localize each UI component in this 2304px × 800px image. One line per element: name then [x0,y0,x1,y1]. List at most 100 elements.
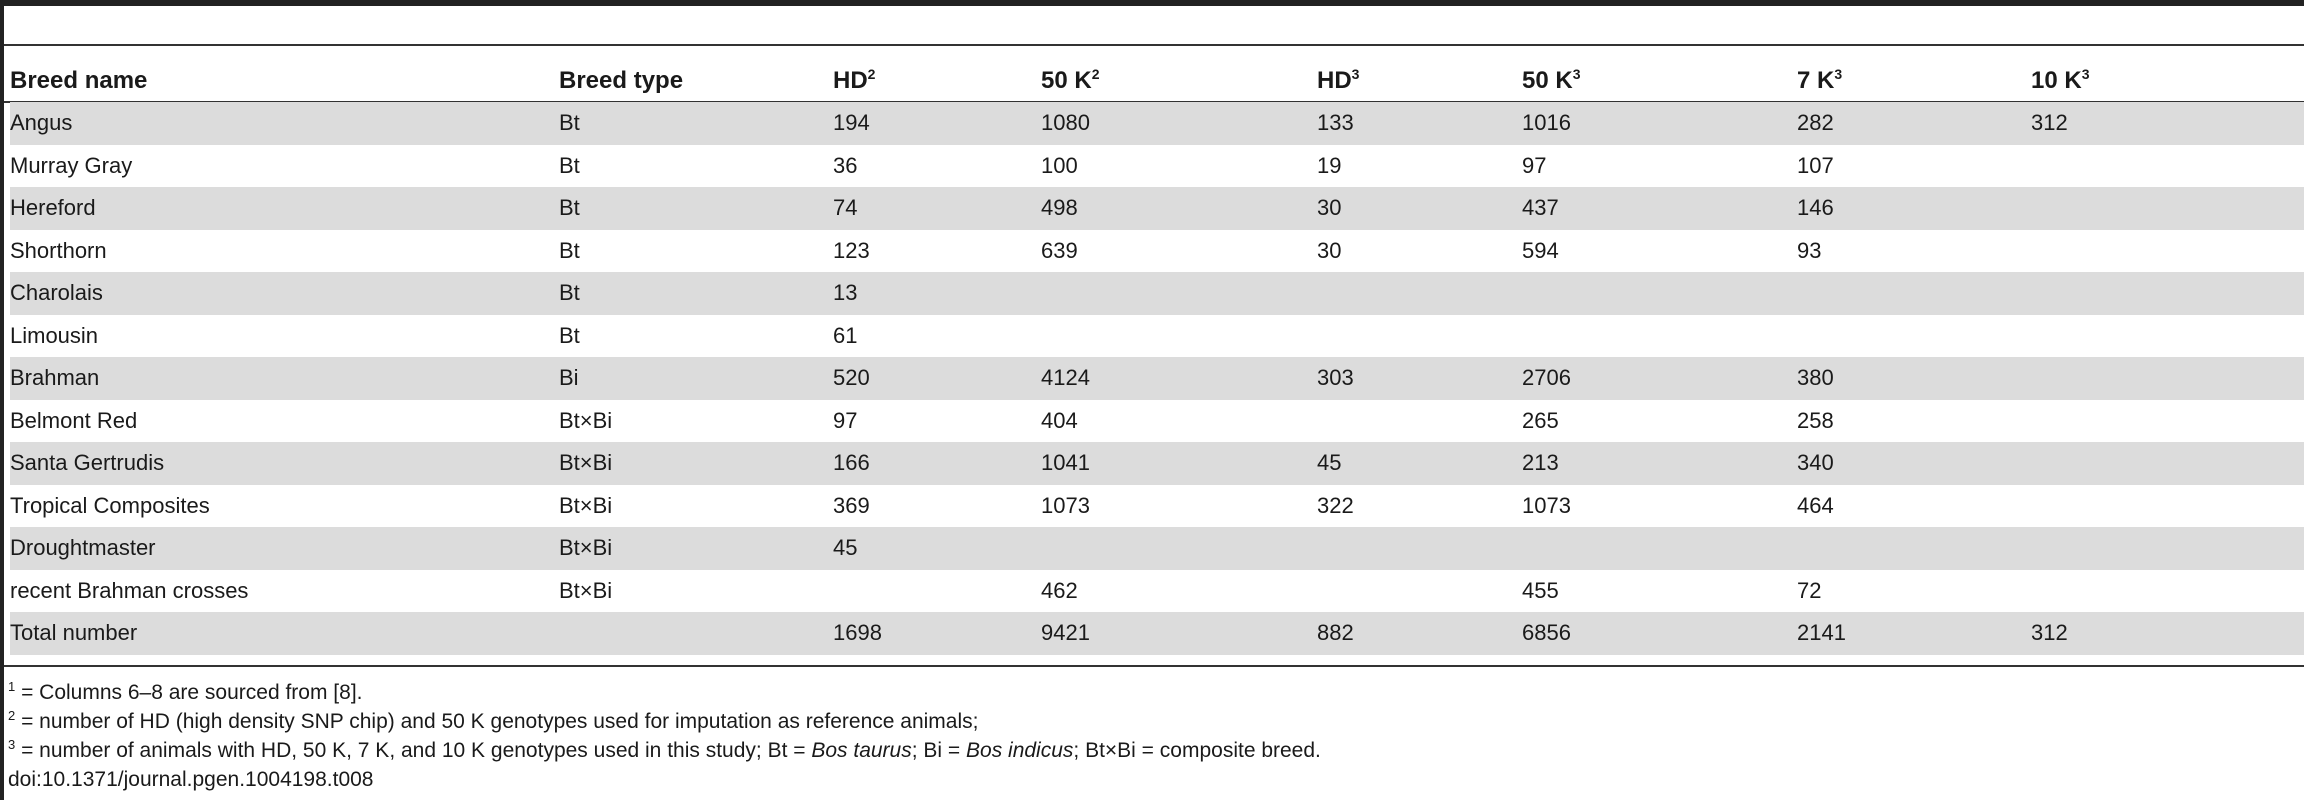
table-row: Santa Gertrudis Bt×Bi 166 1041 45 213 340 [10,442,2304,485]
table-cell: 19 [1317,144,1522,187]
table-cell [1522,272,1797,315]
header-row: Breed name Breed type HD2 50 K2 HD3 50 K3 7 K3… [10,60,2304,102]
table-cell: Hereford [10,187,559,230]
table-cell [2031,272,2304,315]
table-cell: 882 [1317,612,1522,655]
table-cell: Santa Gertrudis [10,442,559,485]
table-cell [1797,272,2031,315]
table-cell: Bt [559,102,833,145]
table-cell [2031,569,2304,612]
table-cell: 61 [833,314,1041,357]
table-row: Charolais Bt 13 [10,272,2304,315]
column-header: Breed type [559,67,684,94]
table-cell: Total number [10,612,559,655]
table-cell: Shorthorn [10,229,559,272]
footnotes: 1 = Columns 6–8 are sourced from [8]. 2 … [8,678,1321,794]
table-cell: 1073 [1041,484,1317,527]
table-cell: Bt [559,314,833,357]
table-cell [833,569,1041,612]
table-cell: Bi [559,357,833,400]
table-cell: 146 [1797,187,2031,230]
table-cell: 30 [1317,229,1522,272]
table-cell [1041,314,1317,357]
table-cell: 97 [1522,144,1797,187]
table-cell: 1016 [1522,102,1797,145]
table-cell: Droughtmaster [10,527,559,570]
table-cell: Limousin [10,314,559,357]
table-cell: 166 [833,442,1041,485]
table-cell: 594 [1522,229,1797,272]
table-cell: Bt×Bi [559,442,833,485]
table-row: Shorthorn Bt 123 639 30 594 93 [10,229,2304,272]
table-cell [559,612,833,655]
table-cell: 213 [1522,442,1797,485]
table-cell: 258 [1797,399,2031,442]
table-cell [1041,272,1317,315]
table-row: Droughtmaster Bt×Bi 45 [10,527,2304,570]
column-header: Breed name [10,67,148,94]
table-cell: recent Brahman crosses [10,569,559,612]
table-cell: 312 [2031,612,2304,655]
table-cell: 100 [1041,144,1317,187]
table-cell: 93 [1797,229,2031,272]
left-border [0,0,4,800]
table-cell: 464 [1797,484,2031,527]
table-cell: 404 [1041,399,1317,442]
column-header: 50 K2 [1041,66,1100,94]
table-cell: 455 [1522,569,1797,612]
table-cell: 498 [1041,187,1317,230]
table-cell: Angus [10,102,559,145]
table-body: Angus Bt 194 1080 133 1016 282 312 Murray Gray Bt… [10,102,2304,655]
top-border [0,0,2304,6]
table-cell [2031,144,2304,187]
table-row: Limousin Bt 61 [10,314,2304,357]
table-cell: Tropical Composites [10,484,559,527]
table-cell: 2706 [1522,357,1797,400]
table-cell: 1698 [833,612,1041,655]
table-cell [2031,527,2304,570]
table-cell: 133 [1317,102,1522,145]
table-cell: 72 [1797,569,2031,612]
table-row: Belmont Red Bt×Bi 97 404 265 258 [10,399,2304,442]
table-cell: 1080 [1041,102,1317,145]
table-cell: 30 [1317,187,1522,230]
table-cell [2031,357,2304,400]
table-cell: Brahman [10,357,559,400]
table-cell [2031,399,2304,442]
table-bottom-rule [4,665,2304,667]
table-cell [2031,314,2304,357]
table-cell: Bt×Bi [559,484,833,527]
table-cell: 2141 [1797,612,2031,655]
table-row: Angus Bt 194 1080 133 1016 282 312 [10,102,2304,145]
column-header: 50 K3 [1522,66,1581,94]
column-header: HD3 [1317,66,1360,94]
table-cell [1317,314,1522,357]
table-cell: 639 [1041,229,1317,272]
table-cell: Bt×Bi [559,399,833,442]
table-row: recent Brahman crosses Bt×Bi 462 455 72 [10,569,2304,612]
table-cell [1797,527,2031,570]
table-cell: 380 [1797,357,2031,400]
table-cell [1317,527,1522,570]
table-cell: 369 [833,484,1041,527]
table-cell: 45 [833,527,1041,570]
table-cell: Charolais [10,272,559,315]
table-cell [1522,314,1797,357]
table-cell: 97 [833,399,1041,442]
table-cell: 520 [833,357,1041,400]
table-cell [1317,399,1522,442]
table-cell: 282 [1797,102,2031,145]
table-cell: Bt [559,187,833,230]
table-row: Total number 1698 9421 882 6856 2141 312 [10,612,2304,655]
table-row: Murray Gray Bt 36 100 19 97 107 [10,144,2304,187]
table-cell [1317,272,1522,315]
table-cell: 13 [833,272,1041,315]
table-cell [1797,314,2031,357]
footnote-1: 1 = Columns 6–8 are sourced from [8]. [8,679,363,704]
doi-link[interactable]: doi:10.1371/journal.pgen.1004198.t008 [8,768,374,791]
table-cell: 74 [833,187,1041,230]
table-cell: 9421 [1041,612,1317,655]
table-cell [1041,527,1317,570]
table-top-rule [4,44,2304,46]
table-cell: 4124 [1041,357,1317,400]
